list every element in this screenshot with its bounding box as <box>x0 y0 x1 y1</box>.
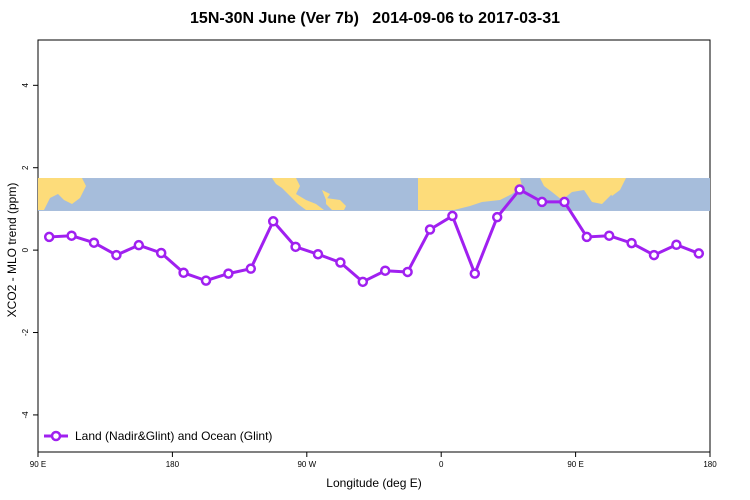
land-area <box>322 190 330 200</box>
x-tick-label: 0 <box>439 460 444 469</box>
data-point <box>603 230 615 241</box>
y-tick-label: 4 <box>21 83 30 88</box>
data-point <box>245 263 257 274</box>
data-point <box>133 239 145 251</box>
data-point <box>357 276 369 288</box>
y-tick-label: 2 <box>21 165 30 170</box>
x-tick-label: 90 W <box>297 460 316 469</box>
data-point <box>267 216 279 227</box>
legend: Land (Nadir&Glint) and Ocean (Glint) <box>44 429 272 443</box>
data-point <box>581 231 593 243</box>
x-tick-label: 180 <box>703 460 717 469</box>
y-tick-label: 0 <box>21 247 30 252</box>
data-point <box>693 248 705 259</box>
legend-label: Land (Nadir&Glint) and Ocean (Glint) <box>75 429 272 443</box>
data-point <box>559 196 570 208</box>
data-point <box>536 196 548 208</box>
land-area <box>38 178 86 210</box>
data-point <box>447 210 458 222</box>
data-point <box>290 241 301 253</box>
land-area <box>272 178 324 210</box>
x-tick-label: 90 E <box>30 460 46 469</box>
y-tick-label: -2 <box>21 328 30 336</box>
land-area <box>602 178 626 196</box>
data-point <box>335 257 346 268</box>
land-area <box>540 178 618 204</box>
chart-title: 15N-30N June (Ver 7b) 2014-09-06 to 2017… <box>190 10 560 27</box>
data-point <box>469 268 481 279</box>
data-point <box>312 248 324 260</box>
data-point <box>223 268 234 279</box>
data-point <box>379 265 391 276</box>
x-axis-label: Longitude (deg E) <box>326 476 422 490</box>
data-point <box>178 267 189 279</box>
x-tick-label: 90 E <box>567 460 583 469</box>
world-map-band <box>38 178 710 211</box>
data-point <box>671 239 682 251</box>
y-tick-label: -4 <box>21 411 30 419</box>
data-point <box>200 275 212 286</box>
data-point <box>424 224 436 235</box>
y-axis: 4 2 0 -2 -4 <box>21 83 38 419</box>
data-point <box>402 266 413 278</box>
plot-frame <box>37 39 711 453</box>
land-area <box>326 198 346 210</box>
data-point <box>514 184 525 195</box>
x-tick-label: 180 <box>166 460 180 469</box>
data-point <box>111 249 122 261</box>
data-point <box>491 211 503 223</box>
y-axis-label: XCO2 - MLO trend (ppm) <box>5 182 19 318</box>
legend-marker <box>50 430 62 442</box>
data-point <box>648 249 660 261</box>
data-point <box>88 237 100 248</box>
data-point <box>626 237 637 249</box>
x-axis: 90 E 180 90 W 0 90 E 180 <box>30 452 717 469</box>
land-area <box>418 178 522 210</box>
data-point <box>66 230 77 241</box>
series-layer <box>43 184 705 288</box>
data-point <box>155 247 167 259</box>
data-point <box>43 231 55 243</box>
